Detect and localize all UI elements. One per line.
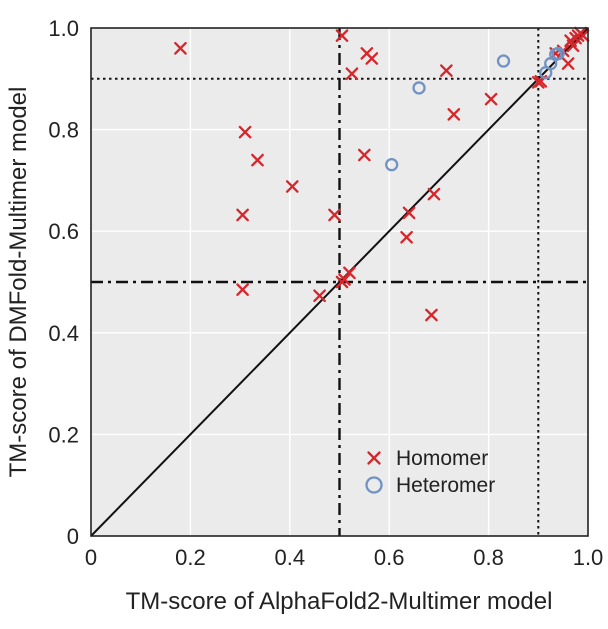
homomer-point — [427, 187, 441, 201]
homomer-point — [400, 230, 413, 244]
homomer-point — [238, 125, 252, 139]
heteromer-point — [385, 158, 399, 172]
x-axis-label: TM-score of AlphaFold2-Multimer model — [126, 588, 553, 615]
homomer-point — [335, 29, 349, 42]
x-tick-label: 0.8 — [473, 545, 504, 570]
x-tick-label: 0 — [85, 545, 97, 570]
homomer-point — [357, 148, 371, 162]
y-tick-label: 1.0 — [48, 16, 79, 41]
legend-heteromer-label: Heteromer — [396, 474, 495, 497]
x-axis-ticks: 0 0.2 0.4 0.6 0.8 1.0 — [85, 545, 603, 570]
y-tick-label: 0.8 — [48, 118, 79, 143]
homomer-point — [343, 266, 356, 280]
cross-stroke — [566, 39, 580, 53]
homomer-point — [447, 108, 461, 121]
cross-stroke — [343, 266, 356, 280]
y-tick-label: 0.6 — [48, 219, 79, 244]
x-tick-label: 1.0 — [573, 545, 604, 570]
homomer-point — [236, 208, 249, 222]
heteromer-point — [496, 54, 511, 68]
homomer-point — [365, 52, 379, 65]
homomer-point — [576, 29, 590, 42]
homomer-point — [328, 208, 341, 222]
legend: Homomer Heteromer — [365, 447, 495, 497]
y-tick-label: 0.4 — [48, 321, 79, 346]
homomer-point — [402, 206, 416, 220]
cross-stroke — [367, 451, 381, 465]
cross-stroke — [238, 125, 252, 139]
homomer-point — [440, 64, 453, 78]
homomer-point — [338, 273, 351, 286]
cross-stroke — [338, 273, 351, 286]
cross-stroke — [335, 29, 349, 42]
cross-stroke — [402, 206, 416, 220]
heteromer-point — [551, 46, 565, 61]
cross-stroke — [251, 153, 264, 167]
y-tick-label: 0.2 — [48, 422, 79, 447]
homomer-point — [236, 283, 249, 296]
cross-stroke — [236, 208, 249, 222]
y-axis-ticks: 0 0.2 0.4 0.6 0.8 1.0 — [48, 16, 79, 549]
y-axis-label: TM-score of DMFold-Multimer model — [5, 87, 32, 478]
cross-stroke — [313, 289, 326, 303]
homomer-point — [174, 41, 187, 55]
heteromer-point — [412, 81, 426, 95]
homomer-point — [425, 308, 438, 322]
homomer-point — [285, 180, 299, 193]
x-tick-label: 0.4 — [275, 545, 306, 570]
homomer-point — [345, 67, 359, 81]
homomer-point — [313, 289, 326, 303]
cross-stroke — [357, 148, 371, 162]
cross-stroke — [561, 57, 575, 70]
cross-stroke — [400, 230, 413, 244]
cross-stroke — [174, 41, 187, 55]
cross-stroke — [484, 92, 498, 106]
x-tick-label: 0.6 — [374, 545, 405, 570]
cross-stroke — [425, 308, 438, 322]
cross-stroke — [447, 108, 461, 121]
x-tick-label: 0.2 — [175, 545, 206, 570]
reference-lines — [90, 27, 589, 537]
data-points — [174, 26, 590, 322]
legend-heteromer-marker — [365, 476, 383, 494]
plot-frame — [90, 27, 589, 537]
cross-stroke — [236, 283, 249, 296]
cross-stroke — [365, 52, 379, 65]
homomer-point — [561, 57, 575, 70]
cross-stroke — [427, 187, 441, 201]
cross-stroke — [345, 67, 359, 81]
legend-homomer-marker — [367, 451, 381, 465]
legend-homomer-label: Homomer — [396, 447, 488, 470]
homomer-point — [251, 153, 264, 167]
cross-stroke — [328, 208, 341, 222]
cross-stroke — [576, 29, 590, 42]
y-tick-label: 0 — [67, 524, 79, 549]
homomer-point — [484, 92, 498, 106]
cross-stroke — [285, 180, 299, 193]
cross-stroke — [440, 64, 453, 78]
homomer-point — [566, 39, 580, 53]
